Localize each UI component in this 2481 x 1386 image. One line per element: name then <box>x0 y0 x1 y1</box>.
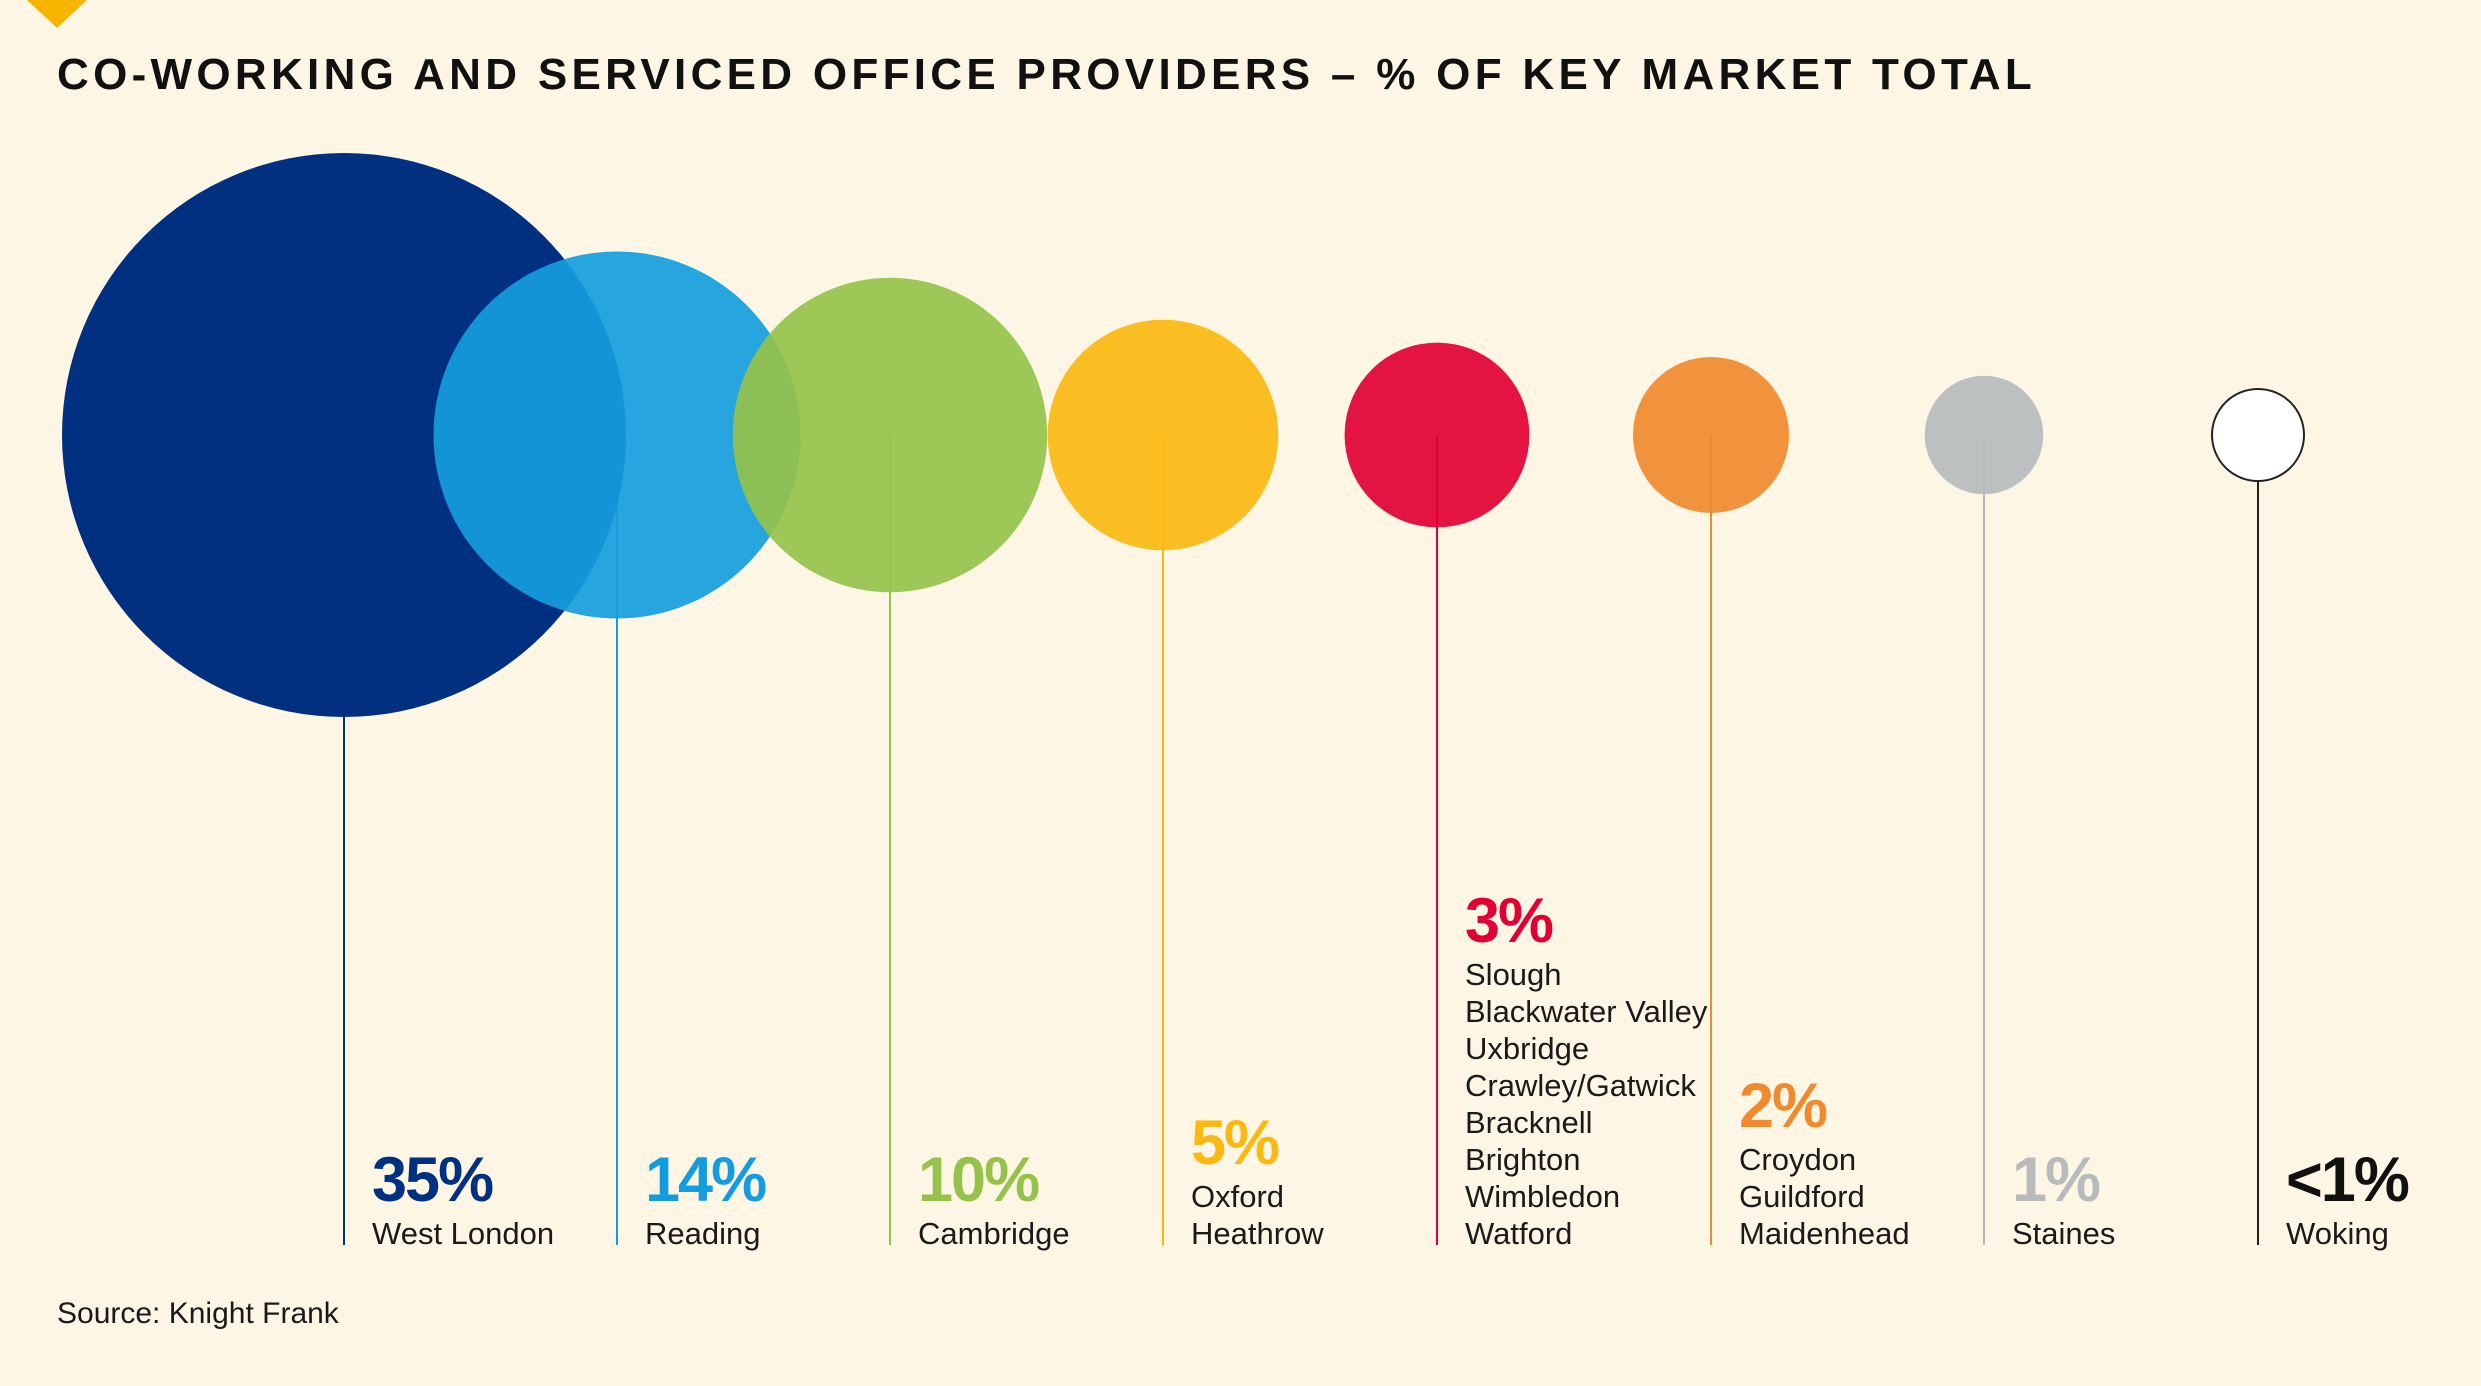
location-label: Blackwater Valley <box>1465 994 1708 1029</box>
percent-label: <1% <box>2286 1145 2410 1215</box>
location-label: Guildford <box>1739 1179 1865 1214</box>
bubble <box>62 153 626 717</box>
bubble <box>1924 375 2044 495</box>
location-label: Reading <box>645 1216 761 1251</box>
label-group: 35% West London <box>372 1145 554 1252</box>
location-label: Oxford <box>1191 1179 1285 1214</box>
leader-lines <box>343 435 2259 1245</box>
label-group: 14% Reading <box>645 1145 767 1252</box>
location-label: Brighton <box>1465 1142 1581 1177</box>
percent-label: 14% <box>645 1145 767 1215</box>
label-group: 1% Staines <box>2012 1145 2115 1252</box>
label-group: 5% Oxford Heathrow <box>1191 1108 1324 1252</box>
chart-title: CO-WORKING AND SERVICED OFFICE PROVIDERS… <box>57 50 2037 99</box>
bubbles <box>62 153 2305 717</box>
location-label: Staines <box>2012 1216 2116 1251</box>
label-group: 2% Croydon Guildford Maidenhead <box>1739 1071 1910 1252</box>
location-label: Slough <box>1465 957 1562 992</box>
percent-label: 5% <box>1191 1108 1280 1178</box>
location-label: Uxbridge <box>1465 1031 1590 1066</box>
location-label: Maidenhead <box>1739 1216 1910 1251</box>
location-label: West London <box>372 1216 555 1251</box>
percent-label: 2% <box>1739 1071 1828 1141</box>
bubble <box>1047 319 1279 551</box>
bubble <box>732 277 1048 593</box>
percent-label: 10% <box>918 1145 1040 1215</box>
location-label: Wimbledon <box>1465 1179 1621 1214</box>
location-label: Heathrow <box>1191 1216 1324 1251</box>
location-label: Cambridge <box>918 1216 1070 1251</box>
source-note: Source: Knight Frank <box>57 1297 339 1330</box>
percent-label: 35% <box>372 1145 494 1215</box>
label-group: 3% Slough Blackwater Valley Uxbridge Crawley… <box>1465 886 1707 1252</box>
label-group: <1% Woking <box>2286 1145 2410 1252</box>
label-group: 10% Cambridge <box>918 1145 1070 1252</box>
bubble <box>2211 388 2305 482</box>
bubble <box>433 251 801 619</box>
bubble <box>1344 342 1530 528</box>
location-label: Woking <box>2286 1216 2389 1251</box>
percent-label: 1% <box>2012 1145 2101 1215</box>
bubble <box>1632 356 1790 514</box>
location-label: Croydon <box>1739 1142 1857 1177</box>
location-label: Crawley/Gatwick <box>1465 1068 1696 1103</box>
location-label: Bracknell <box>1465 1105 1593 1140</box>
location-label: Watford <box>1465 1216 1573 1251</box>
corner-marker <box>27 0 87 28</box>
percent-label: 3% <box>1465 886 1554 956</box>
